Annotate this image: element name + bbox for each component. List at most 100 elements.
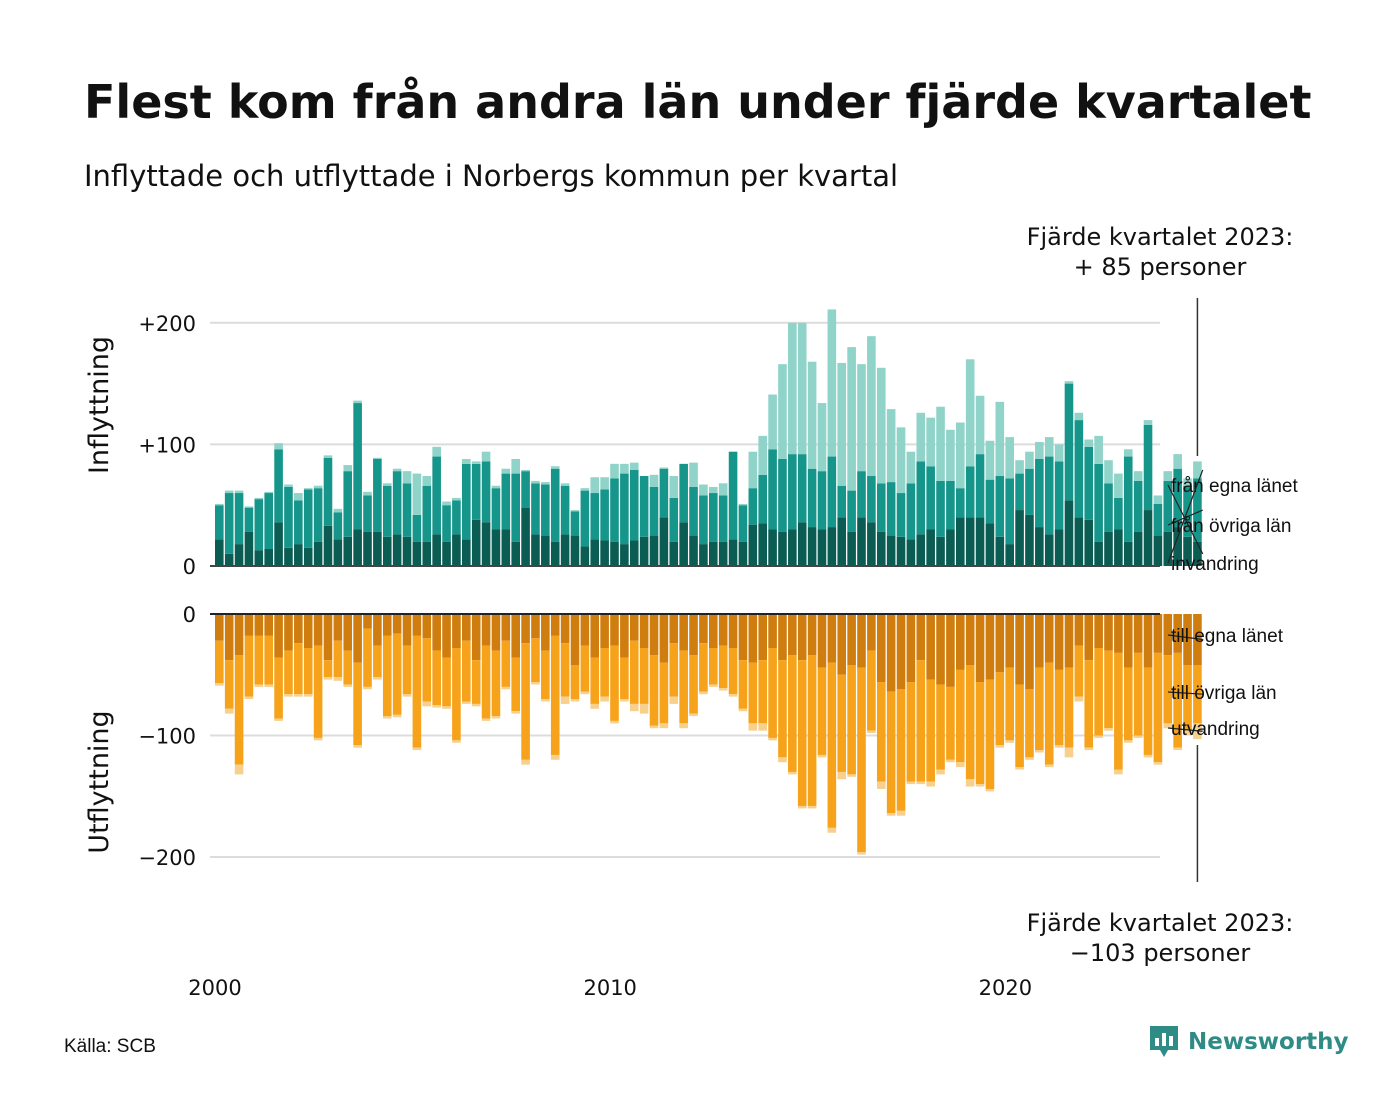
outflow-bar-emigration [1005,740,1014,743]
inflow-bar-immigration [709,486,718,494]
inflow-bar-from_other_counties [215,505,224,540]
outflow-bar-to_other_counties [788,655,797,772]
outflow-bar-emigration [1035,750,1044,753]
outflow-bar-to_own_county [333,614,343,641]
outflow-bar-to_other_counties [452,648,461,741]
outflow-bar-to_other_counties [215,640,224,684]
outflow-bar-to_other_counties [1044,662,1054,765]
inflow-bar-immigration [284,484,293,487]
inflow-bar-from_other_counties [521,471,530,508]
inflow-bar-immigration [244,506,254,508]
inflow-legend-label: från egna länet [1171,476,1298,497]
brand-logo[interactable]: Newsworthy [1148,1022,1349,1062]
inflow-bar-from_own_county [738,541,748,566]
inflow-bar-from_own_county [343,536,353,566]
inflow-bar-from_own_county [422,541,432,566]
outflow-bar-to_other_counties [491,650,501,717]
inflow-bar-from_own_county [837,517,847,566]
inflow-bar-immigration [896,427,906,494]
inflow-bar-immigration [590,477,600,494]
outflow-bar-emigration [274,718,283,721]
outflow-bar-to_other_counties [1084,660,1094,748]
outflow-bar-to_other_counties [1183,665,1192,731]
inflow-bar-from_other_counties [1044,456,1054,535]
outflow-bar-to_other_counties [600,648,609,697]
outflow-bar-emigration [748,723,758,731]
outflow-bar-to_own_county [570,614,580,666]
inflow-bar-immigration [946,429,955,481]
outflow-bar-to_own_county [629,614,639,641]
outflow-bar-to_other_counties [462,640,471,702]
outflow-bar-to_other_counties [224,660,234,709]
outflow-bar-emigration [491,716,501,719]
inflow-bar-from_other_counties [748,488,758,525]
inflow-bar-immigration [541,482,550,485]
outflow-bar-to_other_counties [896,689,906,811]
inflow-bar-from_own_county [807,527,817,566]
inflow-bar-from_other_counties [1064,383,1074,501]
outflow-bar-emigration [985,788,995,792]
outflow-bar-to_other_counties [916,660,926,782]
outflow-bar-emigration [679,723,688,729]
outflow-bar-to_other_counties [936,684,945,770]
outflow-bar-to_own_county [768,614,777,649]
inflow-bar-from_other_counties [1143,424,1153,511]
outflow-bar-to_other_counties [1005,667,1014,741]
inflow-bar-from_own_county [758,523,767,566]
inflow-bar-from_own_county [402,536,412,566]
inflow-bar-from_own_county [215,539,224,566]
inflow-bar-from_own_county [462,539,471,566]
outflow-bar-emigration [1143,754,1153,758]
outflow-bar-emigration [778,757,787,763]
outflow-bar-to_own_county [837,614,847,675]
outflow-bar-emigration [956,762,965,768]
outflow-bar-to_own_county [254,614,264,636]
outflow-bar-to_own_county [995,614,1005,673]
inflow-bar-from_other_counties [1025,468,1034,515]
outflow-bar-to_other_counties [926,679,935,782]
outflow-bar-to_other_counties [511,657,520,712]
outflow-bar-to_other_counties [709,648,718,685]
outflow-bar-emigration [471,703,481,707]
outflow-bar-to_own_county [1143,614,1153,668]
outflow-bar-emigration [886,813,896,816]
inflow-bar-immigration [797,322,807,455]
inflow-bar-from_other_counties [550,468,560,542]
outflow-bar-to_other_counties [748,662,758,724]
inflow-bar-from_own_county [956,517,965,566]
inflow-bar-from_own_county [363,531,372,566]
inflow-bar-immigration [234,490,244,494]
inflow-bar-from_other_counties [995,476,1005,537]
outflow-bar-emigration [363,686,372,690]
outflow-legend-leader [1167,634,1203,641]
inflow-bar-immigration [1183,478,1192,486]
outflow-bar-to_other_counties [1104,650,1113,729]
outflow-bar-to_own_county [303,614,313,649]
inflow-bar-from_own_county [412,541,422,566]
inflow-bar-from_other_counties [462,463,471,540]
inflow-bar-from_own_county [570,535,580,566]
inflow-bar-from_other_counties [916,461,926,535]
inflow-bar-from_own_county [432,534,441,566]
outflow-bar-to_own_county [1074,614,1084,646]
inflow-bar-from_own_county [254,550,264,566]
outflow-bar-emigration [689,713,698,717]
outflow-bar-to_own_county [590,614,600,658]
inflow-bar-from_other_counties [837,485,847,518]
outflow-bar-emigration [1084,747,1094,751]
outflow-bar-emigration [876,781,886,789]
outflow-bar-to_own_county [847,614,856,666]
inflow-bar-from_other_counties [946,480,955,530]
inflow-bar-from_other_counties [975,454,985,518]
inflow-bar-immigration [778,364,787,459]
inflow-bar-from_other_counties [541,484,550,536]
outflow-bar-to_own_county [491,614,501,651]
inflow-bar-from_own_county [679,522,688,566]
outflow-bar-to_other_counties [946,686,955,760]
inflow-bar-from_own_county [442,541,451,566]
inflow-bar-from_own_county [1183,536,1192,566]
outflow-bar-to_other_counties [629,640,639,704]
outflow-bar-to_other_counties [264,635,273,685]
inflow-bar-immigration [1035,441,1044,459]
inflow-bar-from_other_counties [224,493,234,554]
